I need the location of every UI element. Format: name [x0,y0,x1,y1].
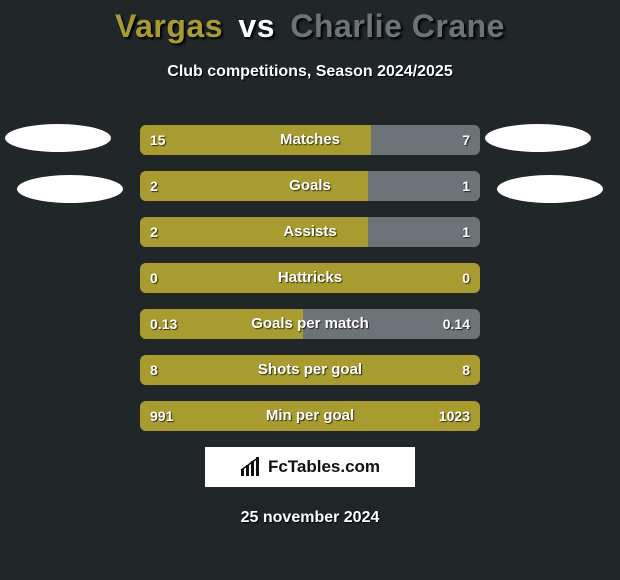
chart-icon [240,457,262,477]
stat-value-right: 1023 [429,401,480,431]
side-ellipse [17,175,123,203]
side-ellipse [485,124,591,152]
title-vs: vs [238,8,275,44]
stat-value-right: 0.14 [433,309,480,339]
watermark: FcTables.com [205,447,415,487]
player2-name: Charlie Crane [290,8,505,44]
stat-row: 88Shots per goal [140,355,480,385]
stat-fill-left [140,355,480,385]
player1-name: Vargas [115,8,223,44]
stat-value-right: 7 [452,125,480,155]
stat-value-right: 8 [452,355,480,385]
watermark-text: FcTables.com [268,457,380,477]
stat-row: 21Goals [140,171,480,201]
comparison-chart: 157Matches21Goals21Assists00Hattricks0.1… [140,125,480,431]
stat-value-left: 2 [140,217,168,247]
stat-row: 00Hattricks [140,263,480,293]
stat-row: 21Assists [140,217,480,247]
stat-value-left: 2 [140,171,168,201]
stat-value-right: 1 [452,217,480,247]
footer-date: 25 november 2024 [0,509,620,527]
stat-value-left: 8 [140,355,168,385]
stat-value-right: 1 [452,171,480,201]
stat-value-left: 0 [140,263,168,293]
side-ellipse [5,124,111,152]
stat-fill-left [140,171,368,201]
comparison-title: Vargas vs Charlie Crane [0,0,620,45]
stat-row: 9911023Min per goal [140,401,480,431]
stat-fill-left [140,263,480,293]
stat-row: 157Matches [140,125,480,155]
stat-row: 0.130.14Goals per match [140,309,480,339]
stat-value-right: 0 [452,263,480,293]
subtitle: Club competitions, Season 2024/2025 [0,63,620,81]
stat-fill-left [140,217,368,247]
side-ellipse [497,175,603,203]
stat-value-left: 15 [140,125,176,155]
stat-value-left: 0.13 [140,309,187,339]
stat-value-left: 991 [140,401,183,431]
